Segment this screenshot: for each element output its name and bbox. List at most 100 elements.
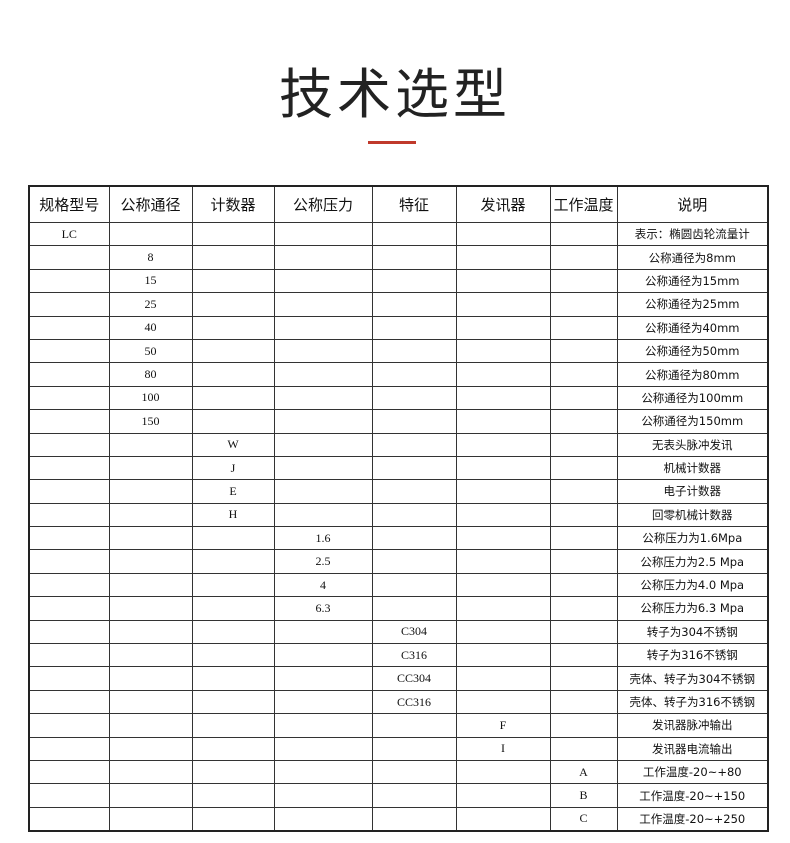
table-cell (549, 666, 618, 691)
description-cell: 电子计数器 (616, 479, 769, 504)
table-cell (273, 221, 373, 247)
table-cell (108, 736, 193, 761)
table-row: 15 公称通径为15mm (28, 268, 769, 294)
table-cell: 1.6 (273, 526, 373, 551)
column-header: 工作温度 (549, 185, 618, 223)
table-cell (455, 268, 551, 294)
description-cell: 公称通径为15mm (616, 268, 769, 294)
table-cell (371, 596, 457, 621)
table-cell (371, 572, 457, 598)
table-cell (549, 432, 618, 457)
table-cell (28, 409, 110, 434)
table-cell (273, 643, 373, 668)
description-cell: 公称通径为80mm (616, 362, 769, 387)
table-cell (191, 759, 275, 785)
table-cell (455, 666, 551, 691)
table-cell (273, 806, 373, 832)
description-cell: 公称通径为8mm (616, 245, 769, 270)
table-cell: W (191, 432, 275, 457)
table-cell (273, 362, 373, 387)
table-cell (191, 666, 275, 691)
table-cell (371, 783, 457, 808)
table-cell (371, 221, 457, 247)
table-cell (28, 268, 110, 294)
table-row: 50 公称通径为50mm (28, 338, 769, 364)
table-row: C304 转子为304不锈钢 (28, 619, 769, 645)
description-cell: 公称通径为150mm (616, 409, 769, 434)
table-cell (191, 783, 275, 808)
table-cell (455, 455, 551, 481)
table-cell (191, 736, 275, 761)
table-cell (549, 526, 618, 551)
table-cell (455, 572, 551, 598)
table-cell (108, 432, 193, 457)
table-cell: J (191, 455, 275, 481)
table-cell (108, 572, 193, 598)
table-cell (191, 806, 275, 832)
table-row: C316 转子为316不锈钢 (28, 643, 769, 668)
table-cell: CC304 (371, 666, 457, 691)
table-cell (191, 409, 275, 434)
table-cell (273, 619, 373, 645)
table-cell (28, 502, 110, 528)
table-cell: 4 (273, 572, 373, 598)
table-cell (549, 689, 618, 715)
description-cell: 转子为316不锈钢 (616, 643, 769, 668)
table-cell (191, 596, 275, 621)
table-header-row: 规格型号 公称通径 计数器 公称压力 特征 发讯器 工作温度 说明 (28, 185, 769, 223)
table-cell (273, 268, 373, 294)
table-cell (455, 479, 551, 504)
table-cell (371, 806, 457, 832)
table-cell (108, 596, 193, 621)
description-cell: 发讯器脉冲输出 (616, 713, 769, 738)
description-cell: 转子为304不锈钢 (616, 619, 769, 645)
table-cell (28, 619, 110, 645)
table-cell (273, 292, 373, 317)
table-cell (371, 385, 457, 411)
table-row: A 工作温度-20~+80 (28, 759, 769, 785)
table-row: F 发讯器脉冲输出 (28, 713, 769, 738)
table-cell (191, 385, 275, 411)
table-cell (191, 526, 275, 551)
table-cell: 25 (108, 292, 193, 317)
table-row: 2.5 公称压力为2.5 Mpa (28, 549, 769, 574)
table-cell (371, 268, 457, 294)
table-cell (108, 666, 193, 691)
table-cell (191, 643, 275, 668)
table-cell (455, 619, 551, 645)
table-cell (273, 315, 373, 340)
table-cell (549, 455, 618, 481)
table-cell: 6.3 (273, 596, 373, 621)
table-cell (371, 759, 457, 785)
description-cell: 无表头脉冲发讯 (616, 432, 769, 457)
table-cell (28, 783, 110, 808)
table-cell (371, 315, 457, 340)
table-row: 4 公称压力为4.0 Mpa (28, 572, 769, 598)
table-cell (371, 713, 457, 738)
table-cell: A (549, 759, 618, 785)
table-cell (191, 338, 275, 364)
table-cell: H (191, 502, 275, 528)
table-cell: CC316 (371, 689, 457, 715)
selection-table: 规格型号 公称通径 计数器 公称压力 特征 发讯器 工作温度 说明 LC 表示：椭圆齿轮流量计 8… (28, 185, 769, 833)
table-cell (28, 362, 110, 387)
table-cell (28, 572, 110, 598)
page-title: 技术选型 (279, 63, 511, 126)
table-cell (191, 619, 275, 645)
description-cell: 表示：椭圆齿轮流量计 (616, 221, 769, 247)
table-cell: F (455, 713, 551, 738)
table-cell (371, 362, 457, 387)
table-cell (371, 502, 457, 528)
table-row: 80 公称通径为80mm (28, 362, 769, 387)
table-cell (108, 806, 193, 832)
description-cell: 工作温度-20~+150 (616, 783, 769, 808)
table-cell (108, 759, 193, 785)
table-cell (191, 245, 275, 270)
table-cell (371, 549, 457, 574)
description-cell: 壳体、转子为316不锈钢 (616, 689, 769, 715)
table-cell (273, 479, 373, 504)
table-cell (273, 666, 373, 691)
table-cell (371, 432, 457, 457)
table-cell (455, 409, 551, 434)
table-cell (28, 549, 110, 574)
